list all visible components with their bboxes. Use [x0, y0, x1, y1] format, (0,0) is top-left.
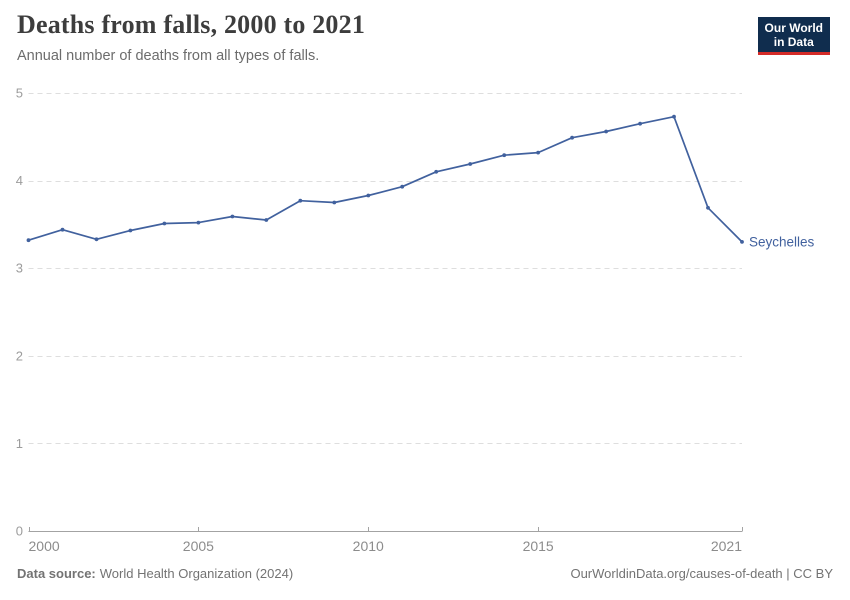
x-axis-labels: 2000 2005 2010 2015 2021	[29, 538, 743, 554]
svg-text:2000: 2000	[29, 538, 60, 554]
y-axis-labels: 0 1 2 3 4 5	[16, 86, 23, 539]
data-source-text: World Health Organization (2024)	[99, 566, 294, 581]
svg-text:2015: 2015	[523, 538, 554, 554]
chart-header: Deaths from falls, 2000 to 2021 Annual n…	[17, 10, 365, 64]
svg-text:4: 4	[16, 173, 23, 188]
x-axis	[28, 527, 743, 532]
svg-text:2021: 2021	[711, 538, 742, 554]
svg-text:3: 3	[16, 261, 23, 276]
data-source: Data source: World Health Organization (2…	[17, 566, 293, 581]
owid-logo[interactable]: Our World in Data	[757, 17, 830, 55]
y-gridlines	[28, 93, 742, 444]
data-source-label: Data source:	[17, 566, 96, 581]
svg-text:0: 0	[16, 524, 23, 539]
owid-logo-line2: in Data	[773, 35, 814, 49]
credit-link[interactable]: OurWorldinData.org/causes-of-death | CC …	[570, 566, 833, 581]
svg-text:1: 1	[16, 436, 23, 451]
series-line[interactable]	[27, 115, 743, 243]
svg-text:2010: 2010	[353, 538, 384, 554]
entity-label[interactable]: Seychelles	[749, 234, 815, 249]
owid-logo-line1: Our World	[764, 21, 823, 35]
svg-text:2: 2	[16, 348, 23, 363]
svg-text:2005: 2005	[183, 538, 214, 554]
series-points[interactable]	[26, 114, 744, 244]
chart-footer: Data source: World Health Organization (2…	[17, 566, 833, 581]
chart-subtitle: Annual number of deaths from all types o…	[17, 48, 320, 64]
chart-title: Deaths from falls, 2000 to 2021	[17, 10, 366, 39]
svg-text:5: 5	[16, 86, 23, 101]
